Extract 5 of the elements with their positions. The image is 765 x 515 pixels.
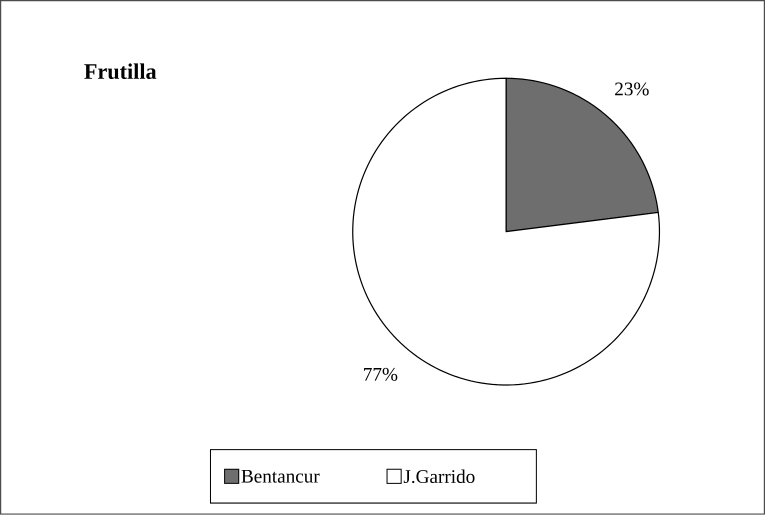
data-label: 23% [615,82,649,96]
data-label: 77% [364,368,398,381]
legend-label: Bentancur [242,470,320,483]
chart-title: Frutilla [84,64,156,80]
legend-label: J.Garrido [404,470,475,484]
